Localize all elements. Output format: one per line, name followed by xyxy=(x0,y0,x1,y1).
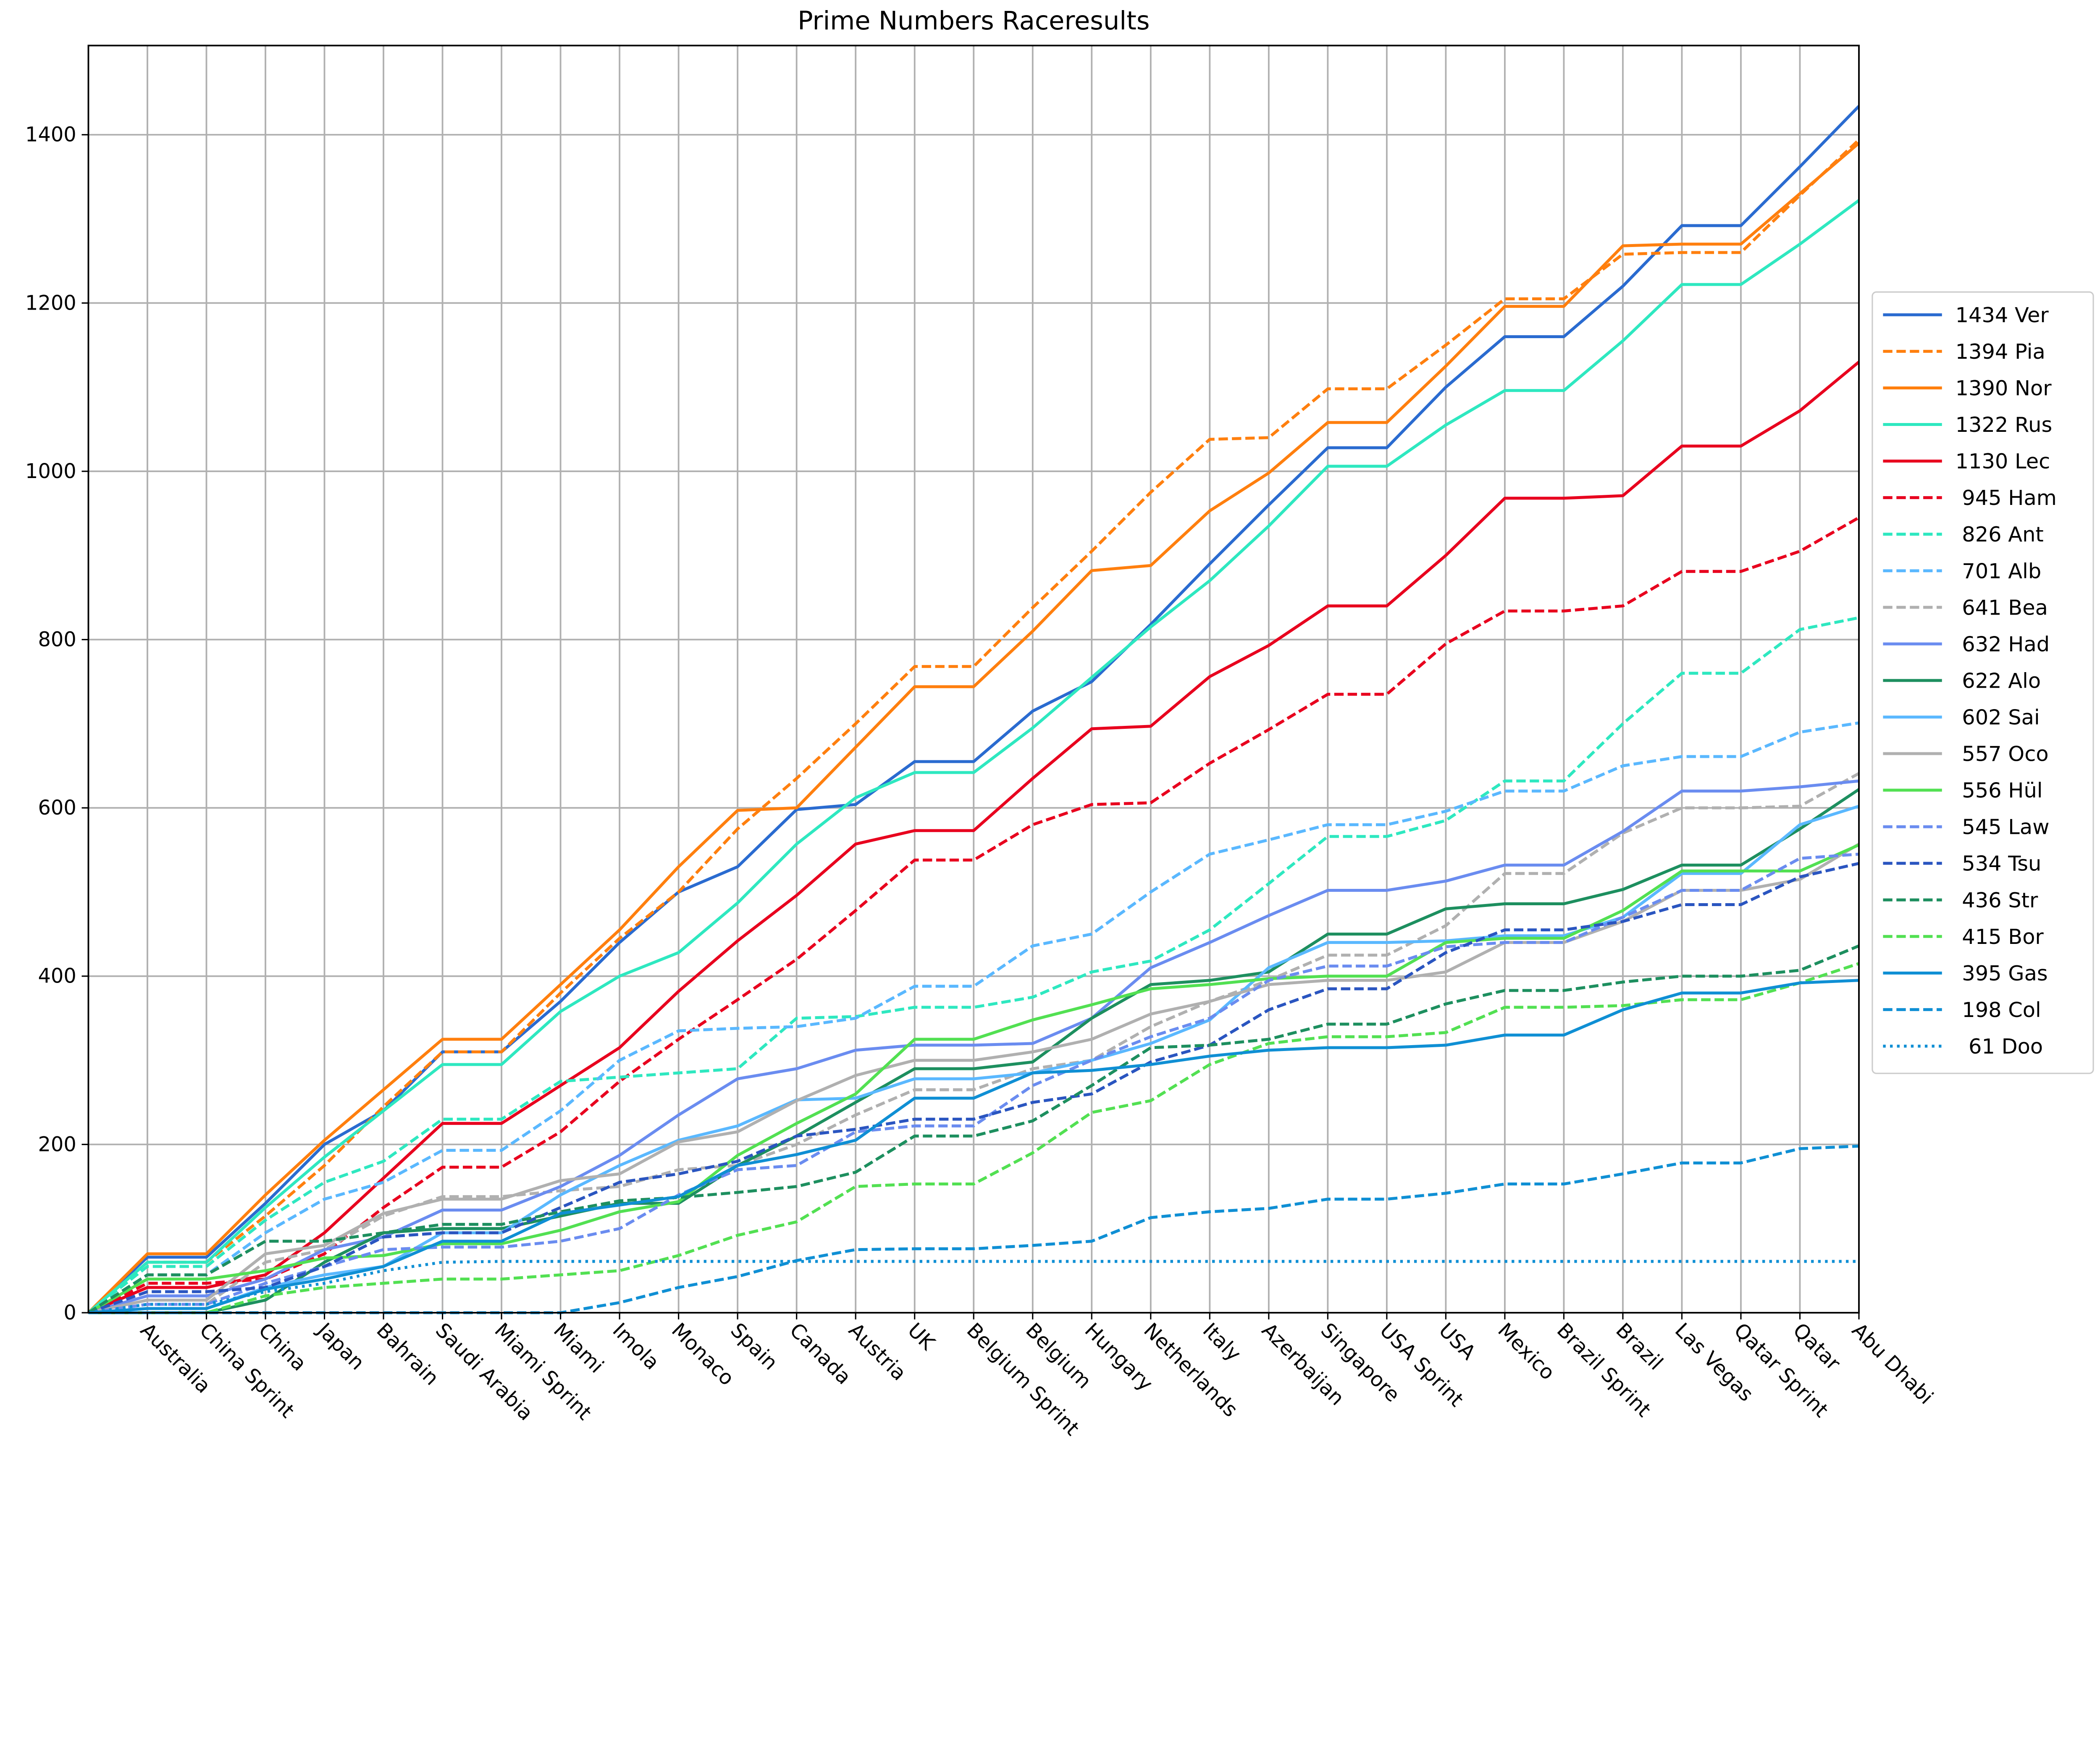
legend-label: 436 Str xyxy=(1956,888,2038,912)
series-line xyxy=(87,616,1859,1314)
y-tick-label: 800 xyxy=(38,628,76,652)
x-tick-label: Bahrain xyxy=(372,1319,443,1390)
legend: 1434 Ver 1394 Pia 1390 Nor 1322 Rus 1130 Lec… xyxy=(1872,291,2094,1074)
legend-label: 641 Bea xyxy=(1956,595,2048,620)
legend-label: 61 Doo xyxy=(1956,1034,2043,1059)
race-results-chart: Prime Numbers Raceresults AustraliaChina… xyxy=(25,6,2094,1440)
x-tick-label: Austria xyxy=(844,1319,911,1385)
series-line xyxy=(88,962,1860,1314)
x-tick-label: China xyxy=(254,1319,310,1375)
x-tick-label: Imola xyxy=(608,1319,664,1374)
legend-label: 415 Bor xyxy=(1956,925,2044,949)
series-line xyxy=(87,199,1860,1314)
x-tick-label: UK xyxy=(903,1319,940,1355)
legend-label: 556 Hül xyxy=(1956,778,2043,803)
legend-label: 557 Oco xyxy=(1956,742,2049,766)
y-tick-label: 600 xyxy=(38,796,76,820)
legend-label: 1394 Pia xyxy=(1956,339,2045,364)
y-tick-label: 1200 xyxy=(25,292,76,315)
y-tick-label: 0 xyxy=(63,1301,76,1324)
series-line xyxy=(88,979,1859,1314)
legend-label: 534 Tsu xyxy=(1956,851,2042,876)
y-tick-label: 1000 xyxy=(25,460,76,483)
legend-label: 198 Col xyxy=(1956,998,2041,1022)
series-line xyxy=(87,844,1860,1314)
series-line xyxy=(88,843,1860,1314)
chart-title: Prime Numbers Raceresults xyxy=(798,6,1150,36)
series-line xyxy=(88,360,1860,1314)
x-tick-label: Monaco xyxy=(667,1319,738,1390)
series-line xyxy=(88,772,1860,1314)
legend-label: 701 Alb xyxy=(1956,559,2042,583)
series-line xyxy=(87,516,1860,1314)
x-tick-label: Italy xyxy=(1198,1319,1245,1366)
series-line xyxy=(88,862,1859,1314)
legend-label: 632 Had xyxy=(1956,632,2050,656)
legend-label: 1130 Lec xyxy=(1956,449,2050,473)
legend-label: 622 Alo xyxy=(1956,668,2041,693)
series-line xyxy=(88,852,1859,1314)
series-line xyxy=(87,944,1860,1314)
legend-label: 1390 Nor xyxy=(1956,376,2052,400)
legend-box xyxy=(1872,291,2094,1074)
legend-label: 945 Ham xyxy=(1956,486,2057,510)
series-line xyxy=(87,139,1860,1314)
series-line xyxy=(87,721,1859,1314)
series-line xyxy=(87,142,1860,1314)
y-tick-label: 200 xyxy=(38,1133,76,1156)
x-tick-label: Abu Dhabi xyxy=(1847,1319,1937,1409)
legend-label: 395 Gas xyxy=(1956,961,2048,985)
y-axis: 0 200 400 600 800 1000 1200 1400 xyxy=(25,124,89,1324)
x-tick-label: Qatar xyxy=(1788,1319,1845,1375)
x-tick-label: Brazil xyxy=(1611,1319,1667,1374)
legend-label: 1322 Rus xyxy=(1956,413,2053,437)
x-tick-label: Spain xyxy=(726,1319,782,1374)
y-tick-label: 1400 xyxy=(25,124,76,147)
y-tick-label: 400 xyxy=(38,965,76,988)
x-tick-label: Canada xyxy=(785,1319,856,1389)
legend-label: 1434 Ver xyxy=(1956,303,2049,327)
x-tick-label: Mexico xyxy=(1493,1319,1559,1385)
x-tick-label: USA xyxy=(1434,1319,1480,1364)
grid xyxy=(88,45,1860,1314)
x-tick-label: Miami xyxy=(549,1319,608,1378)
legend-label: 826 Ant xyxy=(1956,522,2044,547)
x-tick-label: Japan xyxy=(312,1318,369,1374)
legend-label: 602 Sai xyxy=(1956,705,2040,729)
legend-label: 545 Law xyxy=(1956,815,2050,839)
series-lines xyxy=(87,105,1860,1314)
